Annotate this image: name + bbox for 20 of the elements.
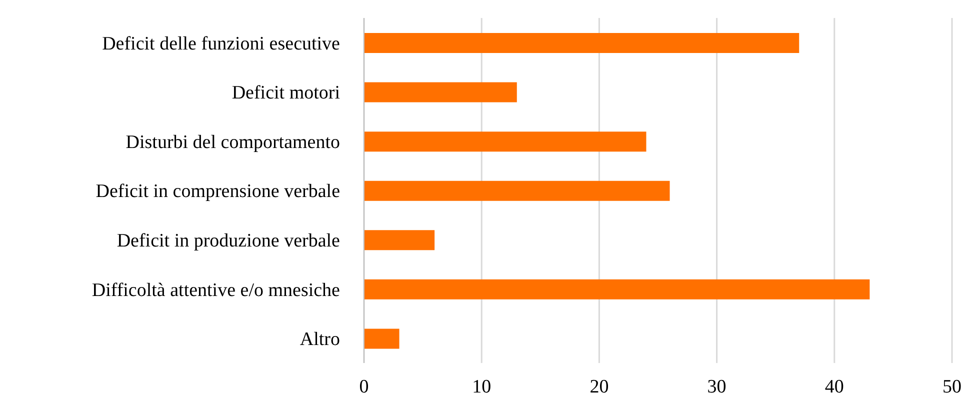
y-tick-label: Deficit motori bbox=[232, 82, 340, 104]
bar bbox=[364, 328, 400, 349]
x-tick-label: 30 bbox=[707, 376, 726, 398]
bar bbox=[364, 180, 670, 201]
x-tick-label: 40 bbox=[824, 376, 844, 398]
bar bbox=[364, 132, 646, 152]
x-tick-label: 20 bbox=[590, 376, 609, 398]
y-tick-label: Deficit delle funzioni esecutive bbox=[102, 33, 340, 54]
y-tick-label: Altro bbox=[300, 329, 340, 350]
bar bbox=[364, 82, 517, 102]
x-tick-label: 50 bbox=[942, 376, 962, 398]
x-tick-label: 10 bbox=[472, 376, 492, 398]
y-tick-label: Deficit in produzione verbale bbox=[116, 230, 340, 252]
y-tick-label: Difficoltà attentive e/o mnesiche bbox=[92, 280, 340, 301]
x-tick-label: 0 bbox=[359, 376, 369, 398]
bar bbox=[364, 33, 800, 53]
bar bbox=[364, 279, 870, 300]
y-tick-label: Deficit in comprensione verbale bbox=[96, 181, 340, 202]
bar bbox=[364, 230, 435, 250]
y-tick-label: Disturbi del comportamento bbox=[126, 132, 340, 153]
